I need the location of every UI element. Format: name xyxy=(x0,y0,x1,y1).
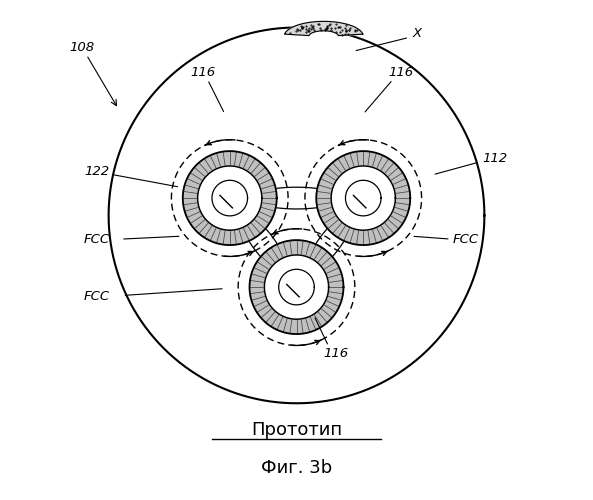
Polygon shape xyxy=(109,28,484,404)
Text: FCC: FCC xyxy=(84,232,110,245)
Text: 108: 108 xyxy=(69,41,94,54)
Text: FCC: FCC xyxy=(84,290,110,304)
Polygon shape xyxy=(264,255,329,319)
Polygon shape xyxy=(250,240,343,334)
Polygon shape xyxy=(316,151,410,245)
Polygon shape xyxy=(285,22,363,36)
Text: Прототип: Прототип xyxy=(251,422,342,440)
Text: 122: 122 xyxy=(84,166,109,178)
Polygon shape xyxy=(197,166,262,230)
Text: 116: 116 xyxy=(388,66,413,80)
Text: X: X xyxy=(413,28,422,40)
Polygon shape xyxy=(183,151,277,245)
Text: Фиг. 3b: Фиг. 3b xyxy=(261,458,332,476)
Polygon shape xyxy=(279,270,314,305)
Polygon shape xyxy=(346,180,381,216)
Polygon shape xyxy=(212,180,247,216)
Text: FCC: FCC xyxy=(452,232,479,245)
Text: 116: 116 xyxy=(324,348,349,360)
Text: 116: 116 xyxy=(190,66,215,80)
Text: 112: 112 xyxy=(482,152,507,165)
Polygon shape xyxy=(331,166,396,230)
